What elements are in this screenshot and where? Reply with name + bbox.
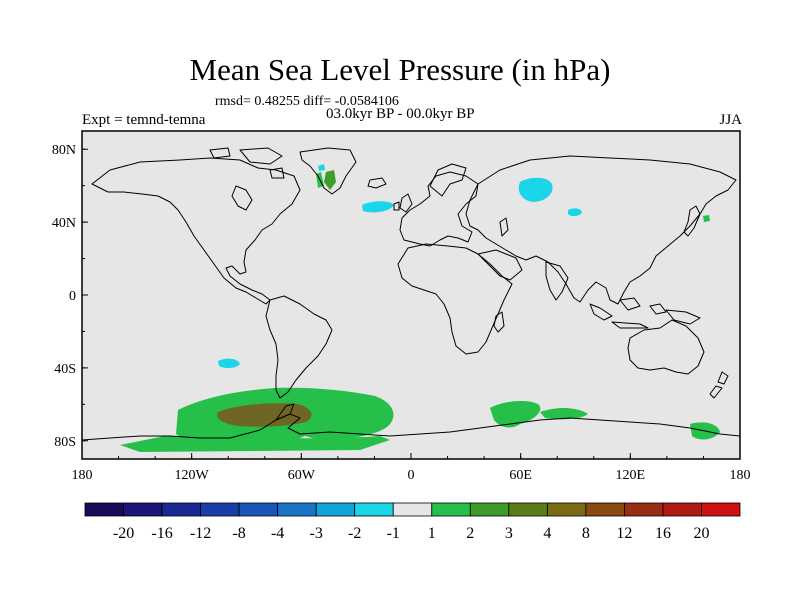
experiment-label: Expt = temnd-temna: [82, 112, 206, 128]
colorbar-label: -1: [387, 525, 400, 542]
arabian-peninsula-coastline: [477, 249, 523, 281]
japan-coastline: [683, 205, 701, 237]
period-text: 03.0kyr BP - 00.0kyr BP: [326, 106, 475, 122]
x-tick-label: 60E: [509, 468, 532, 483]
greenland-negative-anomaly: [318, 164, 325, 171]
colorbar-label: 2: [466, 525, 474, 542]
british-isles-coastline: [393, 193, 413, 213]
caspian-sea-coastline: [499, 217, 509, 237]
colorbar-swatch: [123, 502, 163, 517]
x-tick-label: 120E: [616, 468, 646, 483]
colorbar-label: -20: [113, 525, 134, 542]
new-guinea-coastline: [665, 309, 701, 325]
x-tick-label: 0: [408, 468, 415, 483]
x-tick-label: 180: [72, 468, 93, 483]
stats-text: rmsd= 0.48255 diff= -0.0584106: [215, 94, 399, 109]
colorbar-labels: -20 -16 -12 -8 -4 -3 -2 -1 1 2 3 4 8 12 16 20: [113, 525, 710, 542]
colorbar-swatch: [200, 502, 240, 517]
greenland-coastline: [299, 147, 357, 195]
coastlines: [82, 147, 740, 441]
east-antarctic-positive-anomaly: [540, 407, 588, 420]
x-axis-ticks: 180 120W 60W 0 60E 120E 180: [72, 453, 751, 483]
australia-coastline: [627, 319, 705, 375]
colorbar-swatch: [354, 502, 394, 517]
colorbar-swatch: [161, 502, 201, 517]
india-coastline: [545, 261, 569, 301]
colorbar-swatch: [84, 502, 124, 517]
colorbar-label: -8: [232, 525, 245, 542]
colorbar-swatch: [546, 502, 587, 517]
y-tick-label: 80S: [54, 435, 76, 450]
arctic-islands-coastline: [209, 147, 285, 179]
south-america-coastline: [265, 295, 333, 399]
scandinavia-coastline: [429, 163, 467, 197]
indian-ocean-positive-anomaly: [490, 400, 541, 428]
iceland-coastline: [367, 177, 387, 189]
north-atlantic-negative-anomaly: [362, 201, 394, 213]
colorbar-swatch: [585, 502, 625, 517]
colorbar-label: 3: [505, 525, 513, 542]
colorbar-label: 12: [616, 525, 632, 542]
southern-ocean-strong-anomaly: [217, 403, 312, 427]
colorbar-label: 1: [428, 525, 436, 542]
greenland-positive-anomaly: [324, 170, 336, 190]
antarctic-positive-anomaly: [120, 436, 390, 452]
anomaly-shading: [120, 164, 720, 452]
colorbar-label: 8: [582, 525, 590, 542]
colorbar-label: 4: [543, 525, 551, 542]
colorbar-label: 20: [693, 525, 709, 542]
colorbar-label: -16: [151, 525, 172, 542]
y-tick-label: 80N: [52, 143, 76, 158]
siberia-negative-anomaly: [518, 177, 553, 202]
colorbar-swatch: [315, 502, 356, 517]
x-tick-label: 60W: [288, 468, 316, 483]
asia-negative-anomaly: [568, 208, 582, 217]
colorbar-swatch: [624, 502, 664, 517]
colorbar-swatch: [431, 502, 471, 517]
y-tick-label: 40N: [52, 216, 76, 231]
south-pacific-negative-anomaly: [218, 358, 240, 369]
colorbar-swatch: [508, 502, 548, 517]
colorbar-swatch: [701, 502, 741, 517]
colorbar: [84, 502, 741, 517]
colorbar-swatch: [662, 502, 702, 517]
europe-coastline: [399, 171, 479, 247]
antarctic-peninsula-coastline: [275, 403, 295, 421]
season-label: JJA: [719, 112, 742, 128]
y-tick-label: 0: [69, 289, 76, 304]
colorbar-swatch: [277, 502, 317, 517]
madagascar-coastline: [493, 311, 505, 333]
colorbar-swatch: [469, 502, 510, 517]
x-tick-label: 120W: [175, 468, 210, 483]
x-tick-label: 180: [730, 468, 751, 483]
colorbar-label: -12: [190, 525, 211, 542]
y-axis-ticks: 80N 40N 0 40S 80S: [52, 143, 88, 450]
colorbar-label: -3: [310, 525, 323, 542]
colorbar-label: 16: [655, 525, 671, 542]
colorbar-label: -4: [271, 525, 284, 542]
colorbar-swatch: [392, 502, 433, 517]
colorbar-label: -2: [348, 525, 361, 542]
asia-coastline: [465, 155, 737, 305]
new-zealand-coastline: [709, 371, 729, 399]
map-title: Mean Sea Level Pressure (in hPa): [189, 52, 611, 87]
africa-coastline: [397, 243, 513, 355]
antarctica-coastline: [82, 413, 740, 441]
hudson-bay-coastline: [231, 185, 253, 211]
indonesia-coastline: [589, 297, 667, 329]
y-tick-label: 40S: [54, 362, 76, 377]
east-asia-positive-anomaly: [703, 215, 710, 222]
colorbar-swatch: [238, 502, 279, 517]
